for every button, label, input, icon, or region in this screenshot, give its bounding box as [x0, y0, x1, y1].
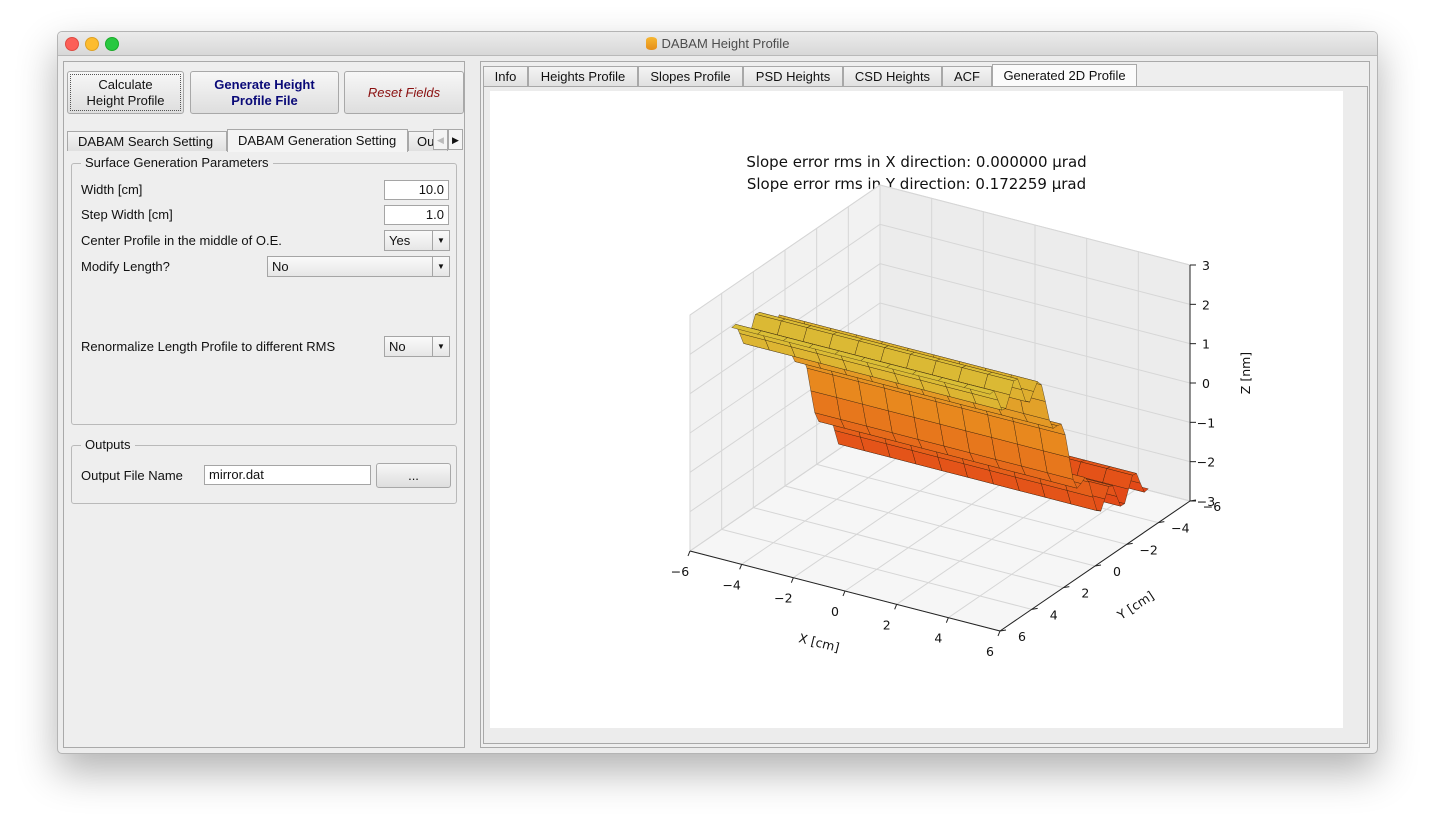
- y-axis-label: Y [cm]: [1114, 588, 1157, 623]
- x-tick-label: 0: [831, 604, 839, 619]
- tab-heights-profile[interactable]: Heights Profile: [528, 66, 638, 87]
- chevron-down-icon: ▼: [432, 257, 449, 276]
- y-tick-label: −4: [1171, 521, 1189, 536]
- y-tick: [1158, 521, 1165, 524]
- wall-grid-line: [879, 184, 1191, 266]
- y-tick-label: 0: [1113, 564, 1121, 579]
- x-tick: [790, 577, 794, 583]
- minimize-window-button[interactable]: [85, 37, 99, 51]
- x-tick: [687, 550, 691, 557]
- tab-generated-2d-profile[interactable]: Generated 2D Profile: [992, 64, 1137, 87]
- z-tick-label: −2: [1197, 455, 1215, 470]
- chart-title-line-2: Slope error rms in Y direction: 0.172259…: [746, 175, 1087, 193]
- tab-content: Slope error rms in X direction: 0.000000…: [483, 86, 1368, 744]
- z-tick-label: 0: [1202, 376, 1210, 391]
- settings-tabbar: DABAM Search Setting DABAM Generation Se…: [64, 129, 464, 152]
- window-title: DABAM Height Profile: [58, 36, 1377, 51]
- z-tick-label: −1: [1197, 415, 1215, 430]
- y-tick-label: −6: [1203, 499, 1221, 514]
- wall-grid-line: [879, 263, 1191, 345]
- x-tick-label: −6: [671, 564, 689, 579]
- calculate-height-profile-button[interactable]: Calculate Height Profile: [67, 71, 184, 114]
- database-icon: [645, 37, 657, 50]
- wall-grid-line: [879, 223, 1191, 305]
- width-label: Width [cm]: [81, 182, 143, 197]
- y-tick: [1126, 542, 1133, 545]
- modify-length-label: Modify Length?: [81, 259, 170, 274]
- wall-grid-line: [689, 302, 881, 434]
- center-profile-label: Center Profile in the middle of O.E.: [81, 233, 282, 248]
- tab-dabam-search-setting[interactable]: DABAM Search Setting: [67, 131, 227, 151]
- results-panel: Info Heights Profile Slopes Profile PSD …: [480, 61, 1370, 748]
- step-width-label: Step Width [cm]: [81, 207, 173, 222]
- z-tick-label: 3: [1202, 258, 1210, 273]
- tab-dabam-generation-setting[interactable]: DABAM Generation Setting: [227, 129, 408, 152]
- app-window: DABAM Height Profile Calculate Height Pr…: [57, 31, 1378, 754]
- tab-csd-heights[interactable]: CSD Heights: [843, 66, 942, 87]
- z-axis-label: Z [nm]: [1238, 352, 1253, 394]
- reset-fields-button[interactable]: Reset Fields: [344, 71, 464, 114]
- plot-canvas: Slope error rms in X direction: 0.000000…: [490, 91, 1343, 728]
- modify-length-value: No: [272, 259, 289, 274]
- y-tick-label: 6: [1018, 629, 1026, 644]
- wall-grid-line: [689, 223, 881, 355]
- tab-scroll-right-icon[interactable]: ▶: [448, 129, 463, 150]
- x-axis-label: X [cm]: [797, 630, 841, 655]
- wall-grid-line: [689, 184, 881, 316]
- floor-grid-line: [721, 528, 1032, 610]
- outputs-group: Outputs Output File Name mirror.dat ...: [71, 437, 457, 504]
- chart-title-line-1: Slope error rms in X direction: 0.000000…: [746, 153, 1087, 171]
- x-tick-label: 4: [934, 631, 942, 646]
- y-tick-label: 2: [1081, 586, 1089, 601]
- x-tick: [945, 617, 949, 623]
- renormalize-label: Renormalize Length Profile to different …: [81, 339, 336, 354]
- outputs-title: Outputs: [81, 437, 135, 452]
- browse-file-button[interactable]: ...: [376, 463, 451, 488]
- title-bar: DABAM Height Profile: [58, 32, 1377, 56]
- tab-slopes-profile[interactable]: Slopes Profile: [638, 66, 743, 87]
- chevron-down-icon: ▼: [432, 337, 449, 356]
- control-panel: Calculate Height Profile Generate Height…: [63, 61, 465, 748]
- surface-patch: [963, 384, 995, 395]
- x-tick-label: 2: [883, 617, 891, 632]
- center-profile-value: Yes: [389, 233, 411, 248]
- z-tick-label: 1: [1202, 337, 1210, 352]
- x-tick-label: −4: [722, 577, 740, 592]
- x-tick-label: −2: [774, 591, 792, 606]
- x-tick: [739, 564, 743, 570]
- tab-psd-heights[interactable]: PSD Heights: [743, 66, 843, 87]
- width-field[interactable]: 10.0: [384, 180, 449, 200]
- surface-plot[interactable]: −6 −4 −2 0 2 4 6 6 4 2 0 −2 −4 −6 3 2 1 0 −1 −2 −3 X [cm] Y [c…: [490, 91, 1343, 728]
- surface-generation-group: Surface Generation Parameters Width [cm]…: [71, 155, 457, 425]
- output-file-name-label: Output File Name: [81, 468, 183, 483]
- x-tick: [997, 630, 1001, 637]
- y-tick: [1094, 564, 1102, 567]
- close-window-button[interactable]: [65, 37, 79, 51]
- z-tick-label: 2: [1202, 297, 1210, 312]
- generate-height-profile-file-button[interactable]: Generate Height Profile File: [190, 71, 339, 114]
- wall-grid-line: [879, 302, 1191, 384]
- y-tick: [1031, 607, 1038, 610]
- chevron-down-icon: ▼: [432, 231, 449, 250]
- y-tick-label: −2: [1139, 542, 1157, 557]
- tab-scroll-left-icon[interactable]: ◀: [433, 129, 448, 150]
- z-tick-label: −3: [1197, 494, 1215, 509]
- modify-length-select[interactable]: No ▼: [267, 256, 450, 277]
- tab-info[interactable]: Info: [483, 66, 528, 87]
- x-tick-label: 6: [986, 644, 994, 659]
- x-tick: [842, 590, 846, 597]
- zoom-window-button[interactable]: [105, 37, 119, 51]
- surface-generation-title: Surface Generation Parameters: [81, 155, 273, 170]
- center-profile-select[interactable]: Yes ▼: [384, 230, 450, 251]
- window-title-text: DABAM Height Profile: [661, 36, 790, 51]
- renormalize-select[interactable]: No ▼: [384, 336, 450, 357]
- y-tick-label: 4: [1050, 607, 1058, 622]
- renormalize-value: No: [389, 339, 406, 354]
- step-width-field[interactable]: 1.0: [384, 205, 449, 225]
- x-tick: [894, 604, 898, 610]
- tab-acf[interactable]: ACF: [942, 66, 992, 87]
- y-tick: [999, 629, 1007, 632]
- output-file-name-field[interactable]: mirror.dat: [204, 465, 371, 485]
- y-tick: [1063, 586, 1070, 589]
